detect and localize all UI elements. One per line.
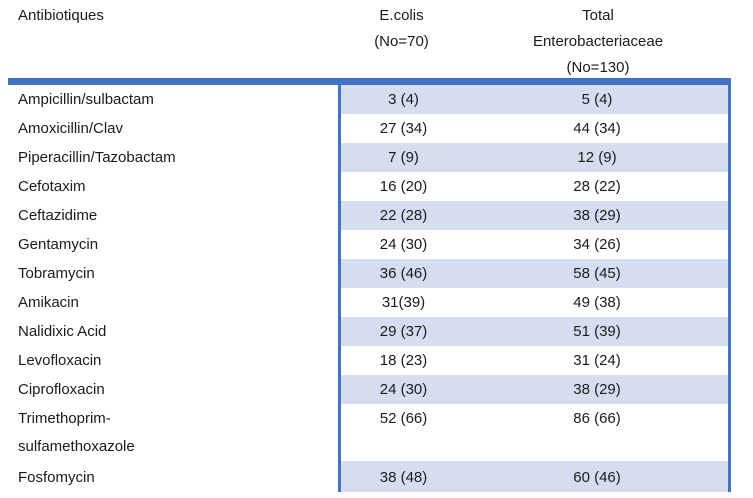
data-strip: 36 (46) 58 (45)	[338, 259, 731, 288]
total-enterobacteriaceae-value: 12 (9)	[577, 149, 617, 166]
table-row: Ceftazidime 22 (28) 38 (29)	[8, 201, 731, 230]
antibiotic-name: Ceftazidime	[18, 207, 98, 224]
total-enterobacteriaceae-value: 86 (66)	[573, 410, 621, 427]
total-enterobacteriaceae-value: 49 (38)	[573, 294, 621, 311]
header-antibiotiques: Antibiotiques	[8, 0, 338, 29]
total-enterobacteriaceae-value: 51 (39)	[573, 323, 621, 340]
total-enterobacteriaceae-value: 5 (4)	[581, 91, 613, 108]
antibiotic-name: Fosfomycin	[18, 469, 95, 486]
data-strip: 24 (30) 38 (29)	[338, 375, 731, 404]
table-row: Tobramycin 36 (46) 58 (45)	[8, 259, 731, 288]
total-enterobacteriaceae-value: 60 (46)	[573, 469, 621, 486]
antibiotic-name: Nalidixic Acid	[18, 323, 107, 340]
ecoli-value: 52 (66)	[379, 410, 428, 427]
antibiotic-name: Levofloxacin	[18, 352, 102, 369]
ecoli-value: 24 (30)	[379, 236, 428, 253]
total-enterobacteriaceae-value: 44 (34)	[573, 120, 621, 137]
antibiotic-name: Amoxicillin/Clav	[18, 120, 124, 137]
antibiotics-table: Antibiotiques E.colis (No=70) Total Ente…	[8, 0, 731, 492]
ecoli-value: 16 (20)	[379, 178, 428, 195]
ecoli-value: 31(39)	[381, 294, 426, 311]
total-enterobacteriaceae-value: 58 (45)	[573, 265, 621, 282]
total-enterobacteriaceae-value: 28 (22)	[573, 178, 621, 195]
total-enterobacteriaceae-value: 38 (29)	[573, 381, 621, 398]
total-enterobacteriaceae-value: 38 (29)	[573, 207, 621, 224]
total-enterobacteriaceae-value: 31 (24)	[573, 352, 621, 369]
table-body: Ampicillin/sulbactam 3 (4) 5 (4) Amoxicilli…	[8, 85, 731, 492]
table-row: Gentamycin 24 (30) 34 (26)	[8, 230, 731, 259]
header-total-line2: Enterobacteriaceae	[532, 33, 664, 50]
table-row: Trimethoprim- sulfamethoxazole 52 (66) 86 …	[8, 404, 731, 461]
table-row: Ampicillin/sulbactam 3 (4) 5 (4)	[8, 85, 731, 114]
data-strip: 52 (66) 86 (66)	[338, 404, 731, 461]
header-antibiotiques-label: Antibiotiques	[18, 7, 104, 24]
data-strip: 27 (34) 44 (34)	[338, 114, 731, 143]
data-strip: 18 (23) 31 (24)	[338, 346, 731, 375]
data-strip: 29 (37) 51 (39)	[338, 317, 731, 346]
ecoli-value: 7 (9)	[388, 149, 419, 166]
antibiotic-name: Gentamycin	[18, 236, 99, 253]
header-divider-bar	[8, 78, 731, 85]
header-ecoli: E.colis (No=70)	[338, 0, 465, 55]
data-strip: 22 (28) 38 (29)	[338, 201, 731, 230]
header-total-line3: (No=130)	[566, 59, 630, 76]
ecoli-value: 18 (23)	[379, 352, 428, 369]
data-strip: 38 (48) 60 (46)	[338, 461, 731, 492]
antibiotic-name: Piperacillin/Tazobactam	[18, 149, 176, 166]
data-strip: 3 (4) 5 (4)	[338, 85, 731, 114]
ecoli-value: 27 (34)	[379, 120, 428, 137]
table-row: Amoxicillin/Clav 27 (34) 44 (34)	[8, 114, 731, 143]
ecoli-value: 3 (4)	[388, 91, 419, 108]
data-strip: 31(39) 49 (38)	[338, 288, 731, 317]
table-row: Nalidixic Acid 29 (37) 51 (39)	[8, 317, 731, 346]
antibiotic-name: Ciprofloxacin	[18, 381, 105, 398]
ecoli-value: 22 (28)	[379, 207, 428, 224]
header-total-line1: Total	[582, 7, 614, 24]
table-row: Cefotaxim 16 (20) 28 (22)	[8, 172, 731, 201]
table-row: Amikacin 31(39) 49 (38)	[8, 288, 731, 317]
antibiotic-name: Cefotaxim	[18, 178, 86, 195]
ecoli-value: 36 (46)	[379, 265, 428, 282]
ecoli-value: 24 (30)	[379, 381, 428, 398]
header-ecoli-line2: (No=70)	[374, 33, 429, 50]
table-row: Piperacillin/Tazobactam 7 (9) 12 (9)	[8, 143, 731, 172]
antibiotic-name: Tobramycin	[18, 265, 95, 282]
data-strip: 7 (9) 12 (9)	[338, 143, 731, 172]
table-row: Ciprofloxacin 24 (30) 38 (29)	[8, 375, 731, 404]
antibiotic-name: Trimethoprim- sulfamethoxazole	[18, 410, 135, 455]
table-row: Fosfomycin 38 (48) 60 (46)	[8, 461, 731, 492]
ecoli-value: 38 (48)	[379, 469, 428, 486]
header-ecoli-line1: E.colis	[379, 7, 424, 24]
ecoli-value: 29 (37)	[379, 323, 428, 340]
total-enterobacteriaceae-value: 34 (26)	[573, 236, 621, 253]
antibiotic-name: Ampicillin/sulbactam	[18, 91, 154, 108]
antibiotic-name: Amikacin	[18, 294, 79, 311]
data-strip: 16 (20) 28 (22)	[338, 172, 731, 201]
data-strip: 24 (30) 34 (26)	[338, 230, 731, 259]
table-header-row: Antibiotiques E.colis (No=70) Total Ente…	[8, 0, 731, 78]
header-total-enterobacteriaceae: Total Enterobacteriaceae (No=130)	[465, 0, 731, 81]
table-row: Levofloxacin 18 (23) 31 (24)	[8, 346, 731, 375]
